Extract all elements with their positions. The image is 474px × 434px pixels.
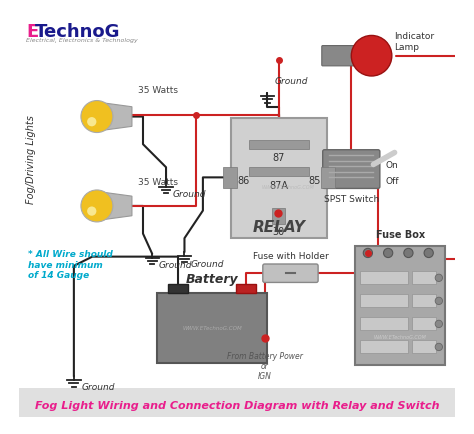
Circle shape — [81, 101, 113, 132]
Bar — [412, 271, 436, 284]
Bar — [157, 293, 267, 363]
FancyBboxPatch shape — [323, 150, 380, 188]
Text: TechnoG: TechnoG — [35, 23, 121, 42]
Text: WWW.ETechnoG.COM: WWW.ETechnoG.COM — [374, 335, 427, 340]
Circle shape — [435, 274, 443, 282]
Text: RELAY: RELAY — [253, 220, 305, 235]
Text: Fuse with Holder: Fuse with Holder — [253, 252, 328, 261]
Text: Ground: Ground — [159, 261, 192, 270]
Circle shape — [383, 248, 393, 257]
Bar — [360, 317, 408, 330]
FancyBboxPatch shape — [263, 264, 318, 283]
FancyBboxPatch shape — [230, 118, 328, 238]
Bar — [360, 271, 408, 284]
Text: SPST Switch: SPST Switch — [324, 195, 379, 204]
Bar — [355, 246, 445, 365]
Text: On: On — [385, 161, 398, 170]
Text: Indicator
Lamp: Indicator Lamp — [394, 32, 434, 52]
Circle shape — [87, 207, 96, 216]
Polygon shape — [100, 102, 132, 131]
Text: WWW.ETechnoG.COM: WWW.ETechnoG.COM — [262, 185, 315, 190]
Bar — [412, 341, 436, 353]
FancyBboxPatch shape — [322, 46, 359, 66]
Circle shape — [404, 248, 413, 257]
Bar — [412, 317, 436, 330]
Text: Fuse Box: Fuse Box — [375, 230, 425, 240]
Text: 30: 30 — [273, 227, 285, 237]
Bar — [223, 167, 237, 187]
Text: Electrical, Electronics & Technology: Electrical, Electronics & Technology — [26, 38, 138, 43]
Bar — [249, 167, 309, 177]
Text: 35 Watts: 35 Watts — [138, 178, 178, 187]
Text: Ground: Ground — [81, 383, 115, 392]
Circle shape — [435, 343, 443, 351]
Bar — [412, 294, 436, 307]
Text: WWW.ETechnoG.COM: WWW.ETechnoG.COM — [182, 326, 242, 331]
Text: Battery: Battery — [186, 273, 238, 286]
Bar — [249, 140, 309, 149]
Text: 86: 86 — [237, 176, 250, 186]
Text: Fog/Driving Lights: Fog/Driving Lights — [27, 115, 36, 204]
Text: * All Wire should
have minimum
of 14 Gauge: * All Wire should have minimum of 14 Gau… — [28, 250, 113, 280]
Text: 87A: 87A — [269, 181, 289, 191]
Text: 35 Watts: 35 Watts — [138, 86, 178, 95]
Text: Ground: Ground — [173, 191, 206, 199]
Text: Fog Light Wiring and Connection Diagram with Relay and Switch: Fog Light Wiring and Connection Diagram … — [35, 401, 439, 411]
Bar — [360, 341, 408, 353]
Bar — [236, 284, 256, 293]
Bar — [321, 167, 335, 187]
Circle shape — [435, 320, 443, 328]
Text: Ground: Ground — [275, 77, 308, 86]
Circle shape — [363, 248, 373, 257]
Circle shape — [435, 297, 443, 305]
Circle shape — [81, 190, 113, 222]
Text: E: E — [26, 23, 38, 42]
Circle shape — [87, 117, 96, 126]
Text: Off: Off — [385, 177, 399, 186]
Text: Ground: Ground — [191, 260, 224, 269]
Text: From Battery Power
or
IGN: From Battery Power or IGN — [227, 352, 302, 381]
Text: 85: 85 — [308, 176, 320, 186]
Bar — [272, 208, 285, 224]
Bar — [18, 388, 456, 417]
Circle shape — [424, 248, 433, 257]
Bar — [360, 294, 408, 307]
Bar — [168, 284, 188, 293]
Polygon shape — [100, 192, 132, 220]
Circle shape — [351, 36, 392, 76]
Text: 87: 87 — [273, 153, 285, 163]
